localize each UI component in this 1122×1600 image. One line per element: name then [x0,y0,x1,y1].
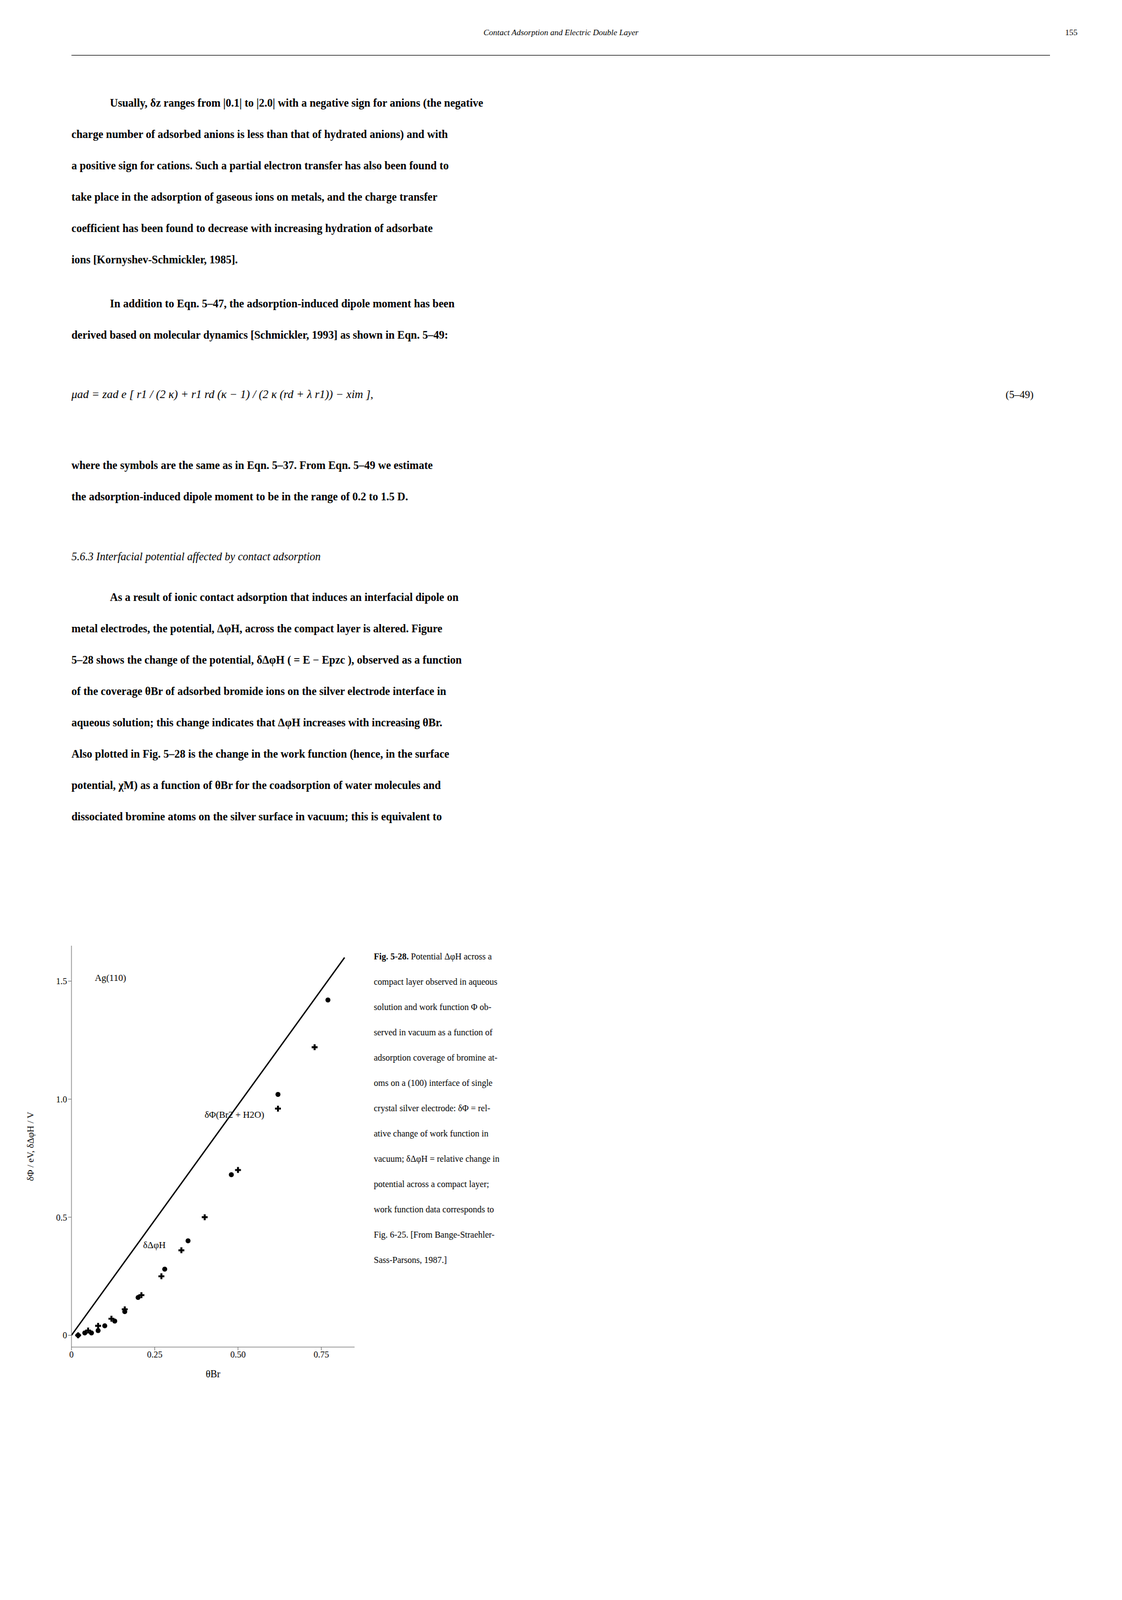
html-text:charge number of adsorbed anio: charge number of adsorbed anions is less… [71,128,448,141]
html-text:metal electrodes, the potentia: metal electrodes, the potential, ΔφH, ac… [71,622,443,635]
svg-text:δΦ(Br2 + H2O): δΦ(Br2 + H2O) [204,1109,264,1120]
html-text:compact layer observed in aque: compact layer observed in aqueous [373,976,498,987]
svg-text:1.0: 1.0 [56,1094,68,1104]
svg-text:δΦ / eV, δΔφH / V: δΦ / eV, δΔφH / V [25,1111,36,1181]
html-text:potential, χM) as a function o: potential, χM) as a function of θBr for … [71,778,441,792]
html-text:(5–49): (5–49) [1005,388,1034,401]
html-text:served in vacuum as a function: served in vacuum as a function of [373,1027,493,1037]
html-text:oms on a (100) interface of si: oms on a (100) interface of single [373,1078,493,1088]
html-text:As a result of ionic contact a: As a result of ionic contact adsorption … [109,590,459,604]
svg-text:0: 0 [62,1330,68,1340]
html-text:dissociated bromine atoms on t: dissociated bromine atoms on the silver … [71,810,442,823]
html-text:a positive sign for cations. S: a positive sign for cations. Such a part… [71,159,449,172]
html-text:Fig. 5-28. Potential ΔφH acros: Fig. 5-28. Potential ΔφH across a [373,951,492,961]
svg-text:0.75: 0.75 [313,1349,329,1359]
html-text:vacuum; δΔφH = relative change: vacuum; δΔφH = relative change in [373,1153,500,1164]
svg-text:0.50: 0.50 [230,1349,246,1359]
html-text:derived based on molecular dyn: derived based on molecular dynamics [Sch… [71,328,449,341]
html-text:μad = zad e [ r1 / (2 κ) + r1: μad = zad e [ r1 / (2 κ) + r1 rd (κ − 1)… [71,387,374,401]
svg-text:0.25: 0.25 [146,1349,163,1359]
html-text:ions [Kornyshev-Schmickler, 19: ions [Kornyshev-Schmickler, 1985]. [71,253,238,266]
html-text:aqueous solution; this change: aqueous solution; this change indicates … [71,716,443,729]
html-text:the adsorption-induced dipole: the adsorption-induced dipole moment to … [71,490,409,503]
svg-text:1.5: 1.5 [56,976,68,986]
html-text:adsorption coverage of bromine: adsorption coverage of bromine at- [373,1052,498,1063]
html-text:Contact Adsorption and Electri: Contact Adsorption and Electric Double L… [483,28,639,37]
svg-text:0.5: 0.5 [56,1212,68,1223]
html-text:solution and work function Φ o: solution and work function Φ ob- [373,1002,492,1012]
html-text:where the symbols are the same: where the symbols are the same as in Eqn… [71,459,433,472]
svg-text:Ag(110): Ag(110) [94,972,126,983]
html-text:crystal silver electrode: δΦ =: crystal silver electrode: δΦ = rel- [373,1103,491,1113]
html-text:of the coverage θBr of adsorbe: of the coverage θBr of adsorbed bromide … [71,684,447,698]
html-text:5.6.3 Interfacial potential af: 5.6.3 Interfacial potential affected by … [71,550,321,563]
html-text:155: 155 [1065,28,1078,37]
svg-text:θBr: θBr [205,1368,221,1380]
svg-text:0: 0 [69,1349,74,1359]
html-text:Usually, δz ranges from |0.1|: Usually, δz ranges from |0.1| to |2.0| w… [109,96,484,109]
html-text:take place in the adsorption o: take place in the adsorption of gaseous … [71,190,438,203]
html-text:Also plotted in Fig. 5–28 is t: Also plotted in Fig. 5–28 is the change … [71,747,450,760]
html-text:Sass-Parsons, 1987.]: Sass-Parsons, 1987.] [373,1255,447,1265]
html-text:work function data corresponds: work function data corresponds to [373,1204,494,1214]
html-text:coefficient has been found to: coefficient has been found to decrease w… [71,222,433,235]
html-text:potential across a compact lay: potential across a compact layer; [373,1179,490,1189]
svg-text:δΔφH: δΔφH [142,1239,166,1251]
html-text:ative change of work function: ative change of work function in [373,1128,489,1138]
html-text:Fig. 6-25. [From Bange-Straehl: Fig. 6-25. [From Bange-Straehler- [373,1229,495,1240]
html-text:5–28 shows the change of the p: 5–28 shows the change of the potential, … [71,653,462,666]
html-text:In addition to Eqn. 5–47, the: In addition to Eqn. 5–47, the adsorption… [109,297,455,310]
